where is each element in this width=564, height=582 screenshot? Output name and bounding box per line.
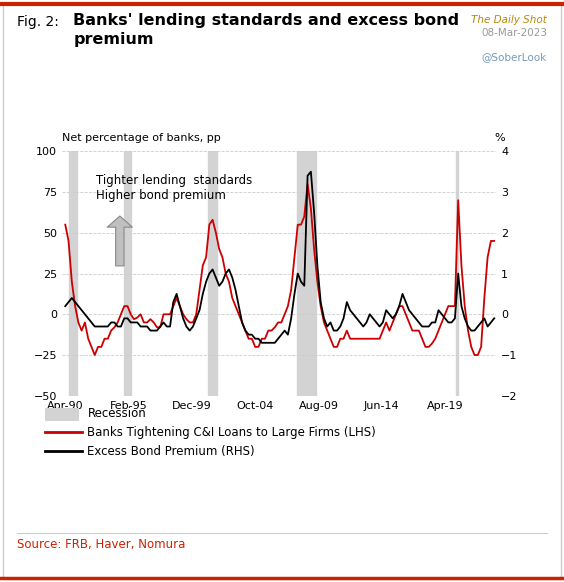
Text: Excess Bond Premium (RHS): Excess Bond Premium (RHS) xyxy=(87,445,255,457)
Text: The Daily Shot: The Daily Shot xyxy=(471,15,547,24)
Text: Fig. 2:: Fig. 2: xyxy=(17,15,59,29)
Text: Recession: Recession xyxy=(87,407,146,420)
Bar xyxy=(297,151,316,396)
Text: %: % xyxy=(494,133,505,143)
Text: Source: FRB, Haver, Nomura: Source: FRB, Haver, Nomura xyxy=(17,538,186,551)
Text: Banks' lending standards and excess bond
premium: Banks' lending standards and excess bond… xyxy=(73,13,460,47)
Text: Net percentage of banks, pp: Net percentage of banks, pp xyxy=(62,133,221,143)
Text: Tighter lending  standards
Higher bond premium: Tighter lending standards Higher bond pr… xyxy=(96,174,252,202)
Bar xyxy=(208,151,217,396)
Text: Banks Tightening C&I Loans to Large Firms (LHS): Banks Tightening C&I Loans to Large Firm… xyxy=(87,426,376,439)
Text: 08-Mar-2023: 08-Mar-2023 xyxy=(481,28,547,38)
Text: @SoberLook: @SoberLook xyxy=(482,52,547,62)
Bar xyxy=(124,151,131,396)
Bar xyxy=(456,151,458,396)
Bar xyxy=(69,151,77,396)
